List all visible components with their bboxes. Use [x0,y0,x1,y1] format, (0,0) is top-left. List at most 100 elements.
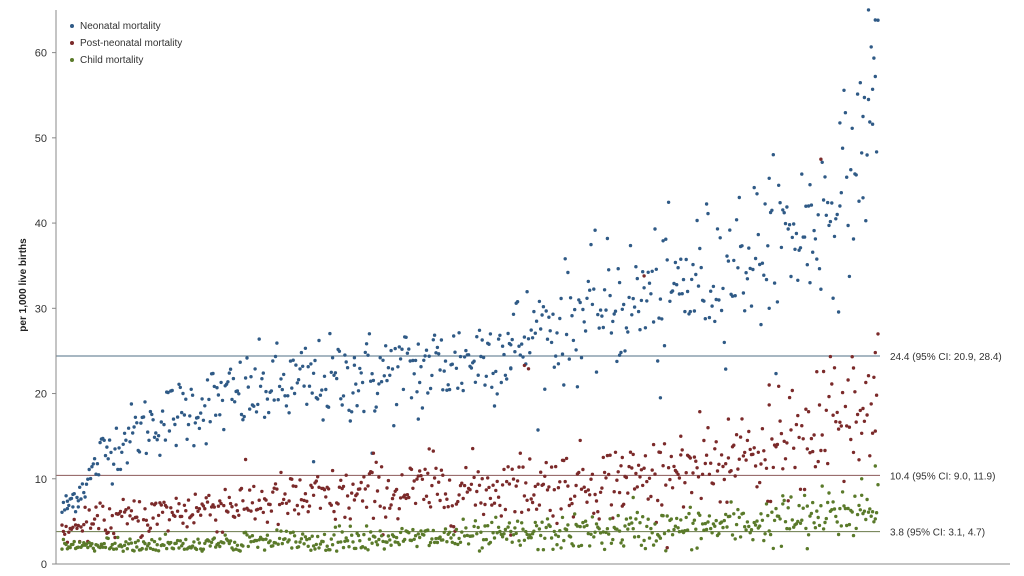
data-point [563,479,567,484]
data-point [476,525,480,530]
data-point [868,507,872,511]
data-point [321,418,325,422]
data-point [521,465,525,469]
data-point [641,270,645,274]
data-point [437,352,441,356]
data-point [355,404,359,408]
data-point [290,546,294,550]
data-point [262,548,267,552]
data-point [505,537,509,541]
data-point [110,513,115,518]
data-point [469,482,474,486]
data-point [554,354,558,358]
data-point [92,517,97,521]
data-point [260,489,264,494]
data-point [237,513,241,517]
data-point [330,468,335,473]
data-point [805,547,809,551]
data-point [302,384,306,388]
data-point [445,540,449,544]
data-point [778,419,782,423]
data-point [167,429,172,433]
data-point [664,237,668,241]
data-point [184,397,188,401]
data-point [684,257,688,262]
data-point [628,243,633,248]
data-point [249,509,253,513]
data-point [426,471,430,475]
data-point [341,484,346,489]
data-point [730,533,735,537]
data-point [738,435,743,439]
data-point [665,514,669,518]
data-point [658,396,663,400]
data-point [347,545,351,549]
data-point [862,509,867,513]
data-point [409,396,414,400]
data-point [672,527,676,532]
data-point [462,355,467,359]
data-point [265,533,270,537]
data-point [695,546,699,550]
data-point [511,533,516,537]
data-point [248,407,252,411]
data-point [787,223,792,227]
data-point [186,498,191,502]
data-point [431,449,435,453]
data-point [491,483,495,487]
data-point [602,547,607,552]
data-point [260,377,264,381]
data-point [344,360,348,364]
data-point [675,516,679,521]
data-point [475,532,479,536]
data-point [823,448,827,453]
data-point [658,536,663,540]
data-point [802,487,807,492]
data-point [828,354,833,359]
data-point [84,482,89,486]
data-point [613,450,618,454]
data-point [271,490,275,494]
data-point [220,398,225,403]
data-point [766,244,770,248]
data-point [174,443,178,448]
data-point [726,456,731,460]
data-point [277,384,282,389]
data-point [370,541,374,545]
data-point [345,366,350,370]
data-point [397,542,401,547]
data-point [88,476,93,481]
data-point [90,542,94,546]
data-point [483,502,487,507]
data-point [102,438,106,442]
data-point [781,494,785,498]
data-point [464,465,468,470]
data-point [456,499,460,504]
data-point [65,506,70,511]
data-point [758,480,762,485]
data-point [526,508,531,512]
y-tick-label: 60 [35,48,47,60]
data-point [672,281,676,286]
data-point [551,514,555,518]
data-point [180,410,184,415]
data-point [133,540,138,545]
data-point [216,541,221,546]
data-point [333,517,338,521]
data-point [793,247,797,251]
data-point [412,537,416,541]
data-point [484,488,488,492]
data-point [679,257,683,261]
data-point [174,496,178,500]
data-point [813,465,818,469]
data-point [287,499,291,503]
data-point [840,490,845,494]
data-point [573,512,577,516]
data-point [450,540,454,544]
data-point [280,541,284,546]
data-point [794,422,799,427]
data-point [344,536,348,540]
data-point [786,506,790,510]
data-point [821,527,826,531]
data-point [726,417,731,421]
